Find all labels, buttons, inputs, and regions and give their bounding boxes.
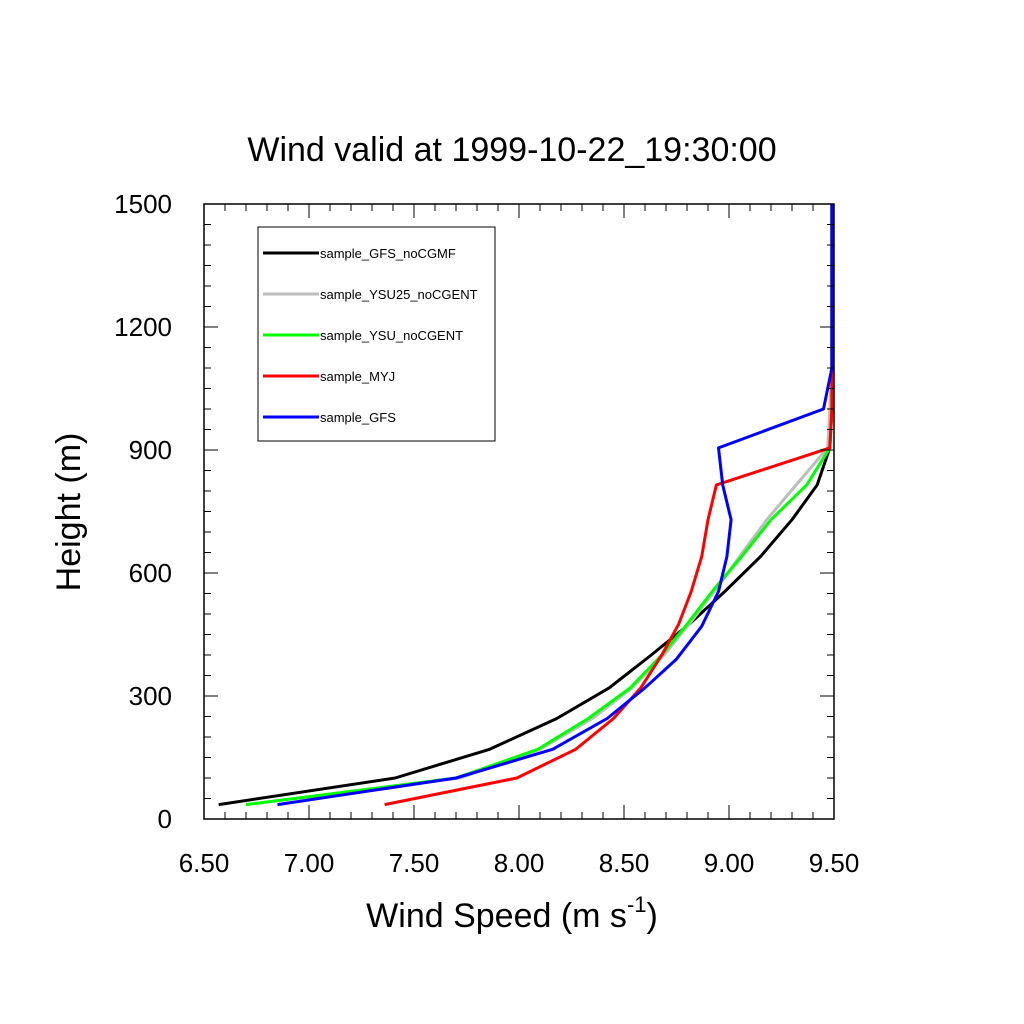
chart-title: Wind valid at 1999-10-22_19:30:00 bbox=[247, 131, 776, 169]
y-tick-label: 0 bbox=[158, 804, 172, 834]
legend-label: sample_GFS_noCGMF bbox=[320, 246, 456, 261]
x-axis: 6.50 7.00 7.50 8.00 8.50 9.00 9.50 bbox=[179, 204, 860, 878]
legend-label: sample_MYJ bbox=[320, 369, 395, 384]
x-axis-label-end: ) bbox=[647, 897, 658, 935]
x-tick-label: 9.50 bbox=[809, 848, 860, 878]
x-tick-label: 7.50 bbox=[389, 848, 440, 878]
x-axis-label: Wind Speed (m s-1) bbox=[366, 892, 658, 935]
legend-label: sample_GFS bbox=[320, 410, 396, 425]
y-axis: 0 300 600 900 1200 1500 bbox=[114, 189, 834, 834]
y-tick-label: 1200 bbox=[114, 312, 172, 342]
series-line-5 bbox=[277, 204, 834, 807]
y-tick-label: 600 bbox=[129, 558, 172, 588]
legend-items: sample_GFS_noCGMF sample_YSU25_noCGENTsam… bbox=[263, 246, 478, 425]
y-axis-label: Height (m) bbox=[50, 433, 88, 592]
x-tick-label: 8.00 bbox=[494, 848, 545, 878]
x-tick-label: 7.00 bbox=[284, 848, 335, 878]
x-axis-label-sup: -1 bbox=[627, 892, 647, 917]
legend-label: sample_YSU_noCGENT bbox=[320, 328, 463, 343]
legend-label: sample_YSU25_noCGENT bbox=[320, 287, 478, 302]
plot-lines bbox=[218, 204, 834, 807]
x-axis-label-main: Wind Speed (m s bbox=[366, 897, 627, 935]
x-tick-label: 8.50 bbox=[599, 848, 650, 878]
y-tick-label: 1500 bbox=[114, 189, 172, 219]
y-tick-label: 300 bbox=[129, 681, 172, 711]
y-tick-label: 900 bbox=[129, 435, 172, 465]
x-tick-label: 9.00 bbox=[704, 848, 755, 878]
x-tick-label: 6.50 bbox=[179, 848, 230, 878]
legend: sample_GFS_noCGMF sample_YSU25_noCGENTsam… bbox=[257, 226, 496, 442]
